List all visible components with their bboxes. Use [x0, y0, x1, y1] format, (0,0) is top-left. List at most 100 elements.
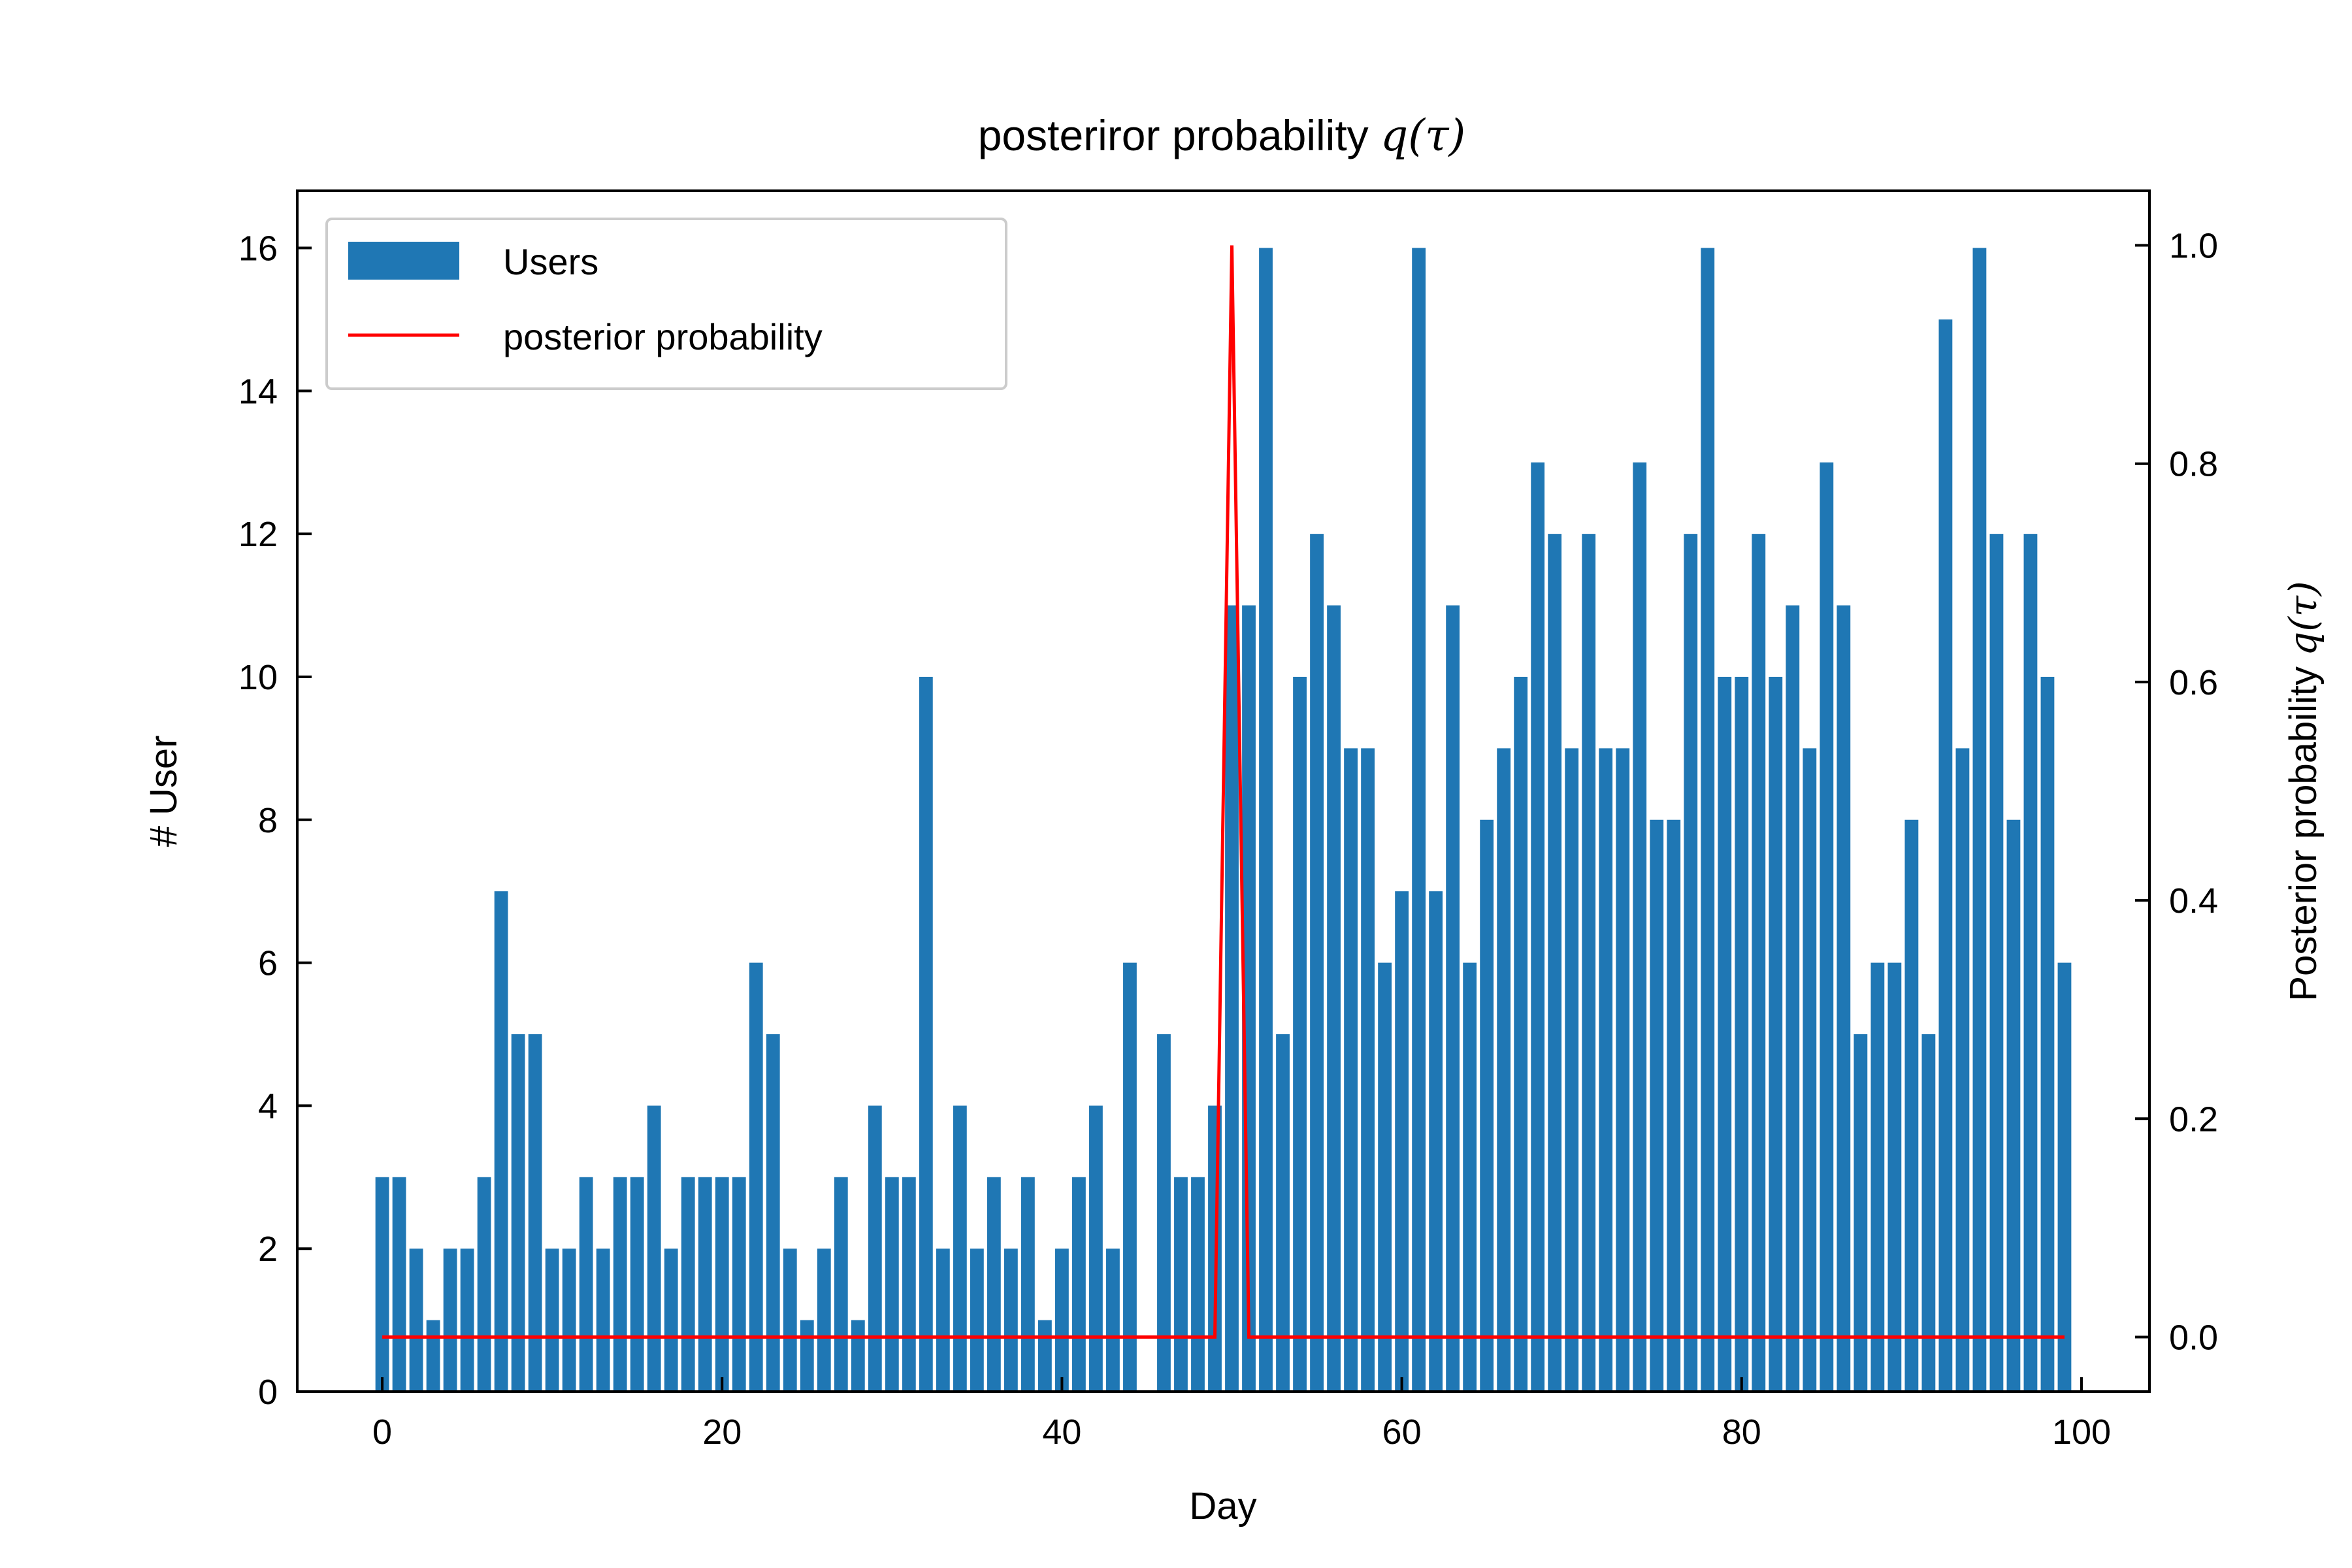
- bar-day-23: [766, 1034, 780, 1392]
- bar-day-94: [1972, 248, 1987, 1392]
- bar-day-75: [1650, 819, 1664, 1392]
- bar-day-3: [426, 1320, 440, 1392]
- bar-day-62: [1429, 891, 1443, 1392]
- bar-day-15: [630, 1177, 644, 1392]
- bar-day-83: [1786, 605, 1800, 1392]
- legend: Users posterior probability: [325, 218, 1007, 390]
- bar-day-35: [970, 1249, 984, 1392]
- bar-day-65: [1480, 819, 1494, 1392]
- bar-day-1: [392, 1177, 406, 1392]
- bar-day-70: [1565, 748, 1579, 1392]
- bar-day-22: [749, 962, 763, 1392]
- bar-day-71: [1582, 534, 1596, 1392]
- bar-day-9: [528, 1034, 542, 1392]
- bar-day-12: [579, 1177, 593, 1392]
- bar-day-37: [1004, 1249, 1018, 1392]
- bar-day-14: [613, 1177, 627, 1392]
- bars-layer: [375, 248, 2072, 1392]
- bar-day-74: [1633, 462, 1647, 1392]
- y-axis-right-label: Posterior probability q(τ): [2281, 581, 2325, 1001]
- bar-day-61: [1412, 248, 1426, 1392]
- bar-day-85: [1820, 462, 1834, 1392]
- bar-day-28: [851, 1320, 865, 1392]
- bar-day-78: [1701, 248, 1715, 1392]
- y-right-tick-label: 0.4: [2169, 881, 2218, 921]
- x-axis: 0 20 40 60 80 100: [372, 1377, 2111, 1452]
- bar-day-79: [1718, 676, 1732, 1392]
- legend-users-label: Users: [503, 241, 598, 282]
- y-tick-label: 4: [258, 1086, 278, 1126]
- plot-frame: [296, 189, 2151, 1393]
- bar-day-92: [1938, 319, 1953, 1392]
- bar-day-40: [1055, 1249, 1069, 1392]
- bar-day-96: [2006, 819, 2021, 1392]
- bar-day-7: [494, 891, 508, 1392]
- bar-day-39: [1038, 1320, 1052, 1392]
- bar-day-48: [1191, 1177, 1205, 1392]
- bar-day-99: [2057, 962, 2072, 1392]
- chart-title: posteriror probability q(τ): [978, 110, 1466, 161]
- bar-day-42: [1089, 1105, 1103, 1392]
- bar-day-0: [375, 1177, 389, 1392]
- x-tick-label: 20: [702, 1413, 742, 1452]
- y-right-tick-label: 0.2: [2169, 1100, 2218, 1139]
- bar-day-98: [2040, 676, 2055, 1392]
- bar-day-66: [1497, 748, 1511, 1392]
- bar-day-63: [1446, 605, 1460, 1392]
- bar-day-91: [1921, 1034, 1936, 1392]
- legend-posterior-label: posterior probability: [503, 316, 823, 357]
- bar-day-25: [800, 1320, 814, 1392]
- bar-day-34: [953, 1105, 967, 1392]
- y-axis-label: # User: [142, 736, 185, 847]
- bar-day-5: [460, 1249, 474, 1392]
- bar-day-13: [596, 1249, 610, 1392]
- bar-day-56: [1327, 605, 1341, 1392]
- y-tick-label: 6: [258, 944, 278, 983]
- bar-day-41: [1072, 1177, 1086, 1392]
- x-axis-label: Day: [1189, 1485, 1256, 1527]
- bar-day-47: [1174, 1177, 1188, 1392]
- bar-day-2: [409, 1249, 423, 1392]
- bar-day-97: [2023, 534, 2038, 1392]
- y-tick-label: 0: [258, 1373, 278, 1412]
- bar-day-69: [1548, 534, 1562, 1392]
- y-tick-label: 10: [238, 658, 278, 697]
- bar-day-38: [1021, 1177, 1035, 1392]
- bar-day-20: [715, 1177, 729, 1392]
- y-tick-label: 16: [238, 229, 278, 269]
- bar-day-46: [1157, 1034, 1171, 1392]
- bar-day-55: [1310, 534, 1324, 1392]
- y-right-tick-label: 0.0: [2169, 1318, 2218, 1357]
- bar-day-87: [1854, 1034, 1868, 1392]
- y-right-tick-label: 0.6: [2169, 663, 2218, 702]
- y-tick-label: 8: [258, 801, 278, 840]
- x-tick-label: 0: [372, 1413, 392, 1452]
- bar-day-8: [511, 1034, 525, 1392]
- bar-day-11: [562, 1249, 576, 1392]
- bar-day-29: [868, 1105, 882, 1392]
- y-tick-label: 2: [258, 1230, 278, 1269]
- y-tick-label: 12: [238, 515, 278, 554]
- bar-day-59: [1378, 962, 1392, 1392]
- x-tick-label: 60: [1382, 1413, 1422, 1452]
- bar-day-82: [1769, 676, 1783, 1392]
- bar-day-93: [1955, 748, 1970, 1392]
- bar-day-24: [783, 1249, 797, 1392]
- bar-day-4: [443, 1249, 457, 1392]
- bar-day-58: [1361, 748, 1375, 1392]
- legend-frame: [325, 218, 1007, 390]
- y-axis-right: 0.0 0.2 0.4 0.6 0.8 1.0: [2135, 227, 2218, 1357]
- bar-day-77: [1684, 534, 1698, 1392]
- x-tick-label: 40: [1042, 1413, 1081, 1452]
- bar-day-10: [545, 1249, 559, 1392]
- bar-day-84: [1803, 748, 1817, 1392]
- bar-day-54: [1293, 676, 1307, 1392]
- bar-day-27: [834, 1177, 848, 1392]
- bar-day-88: [1870, 962, 1885, 1392]
- bar-day-67: [1514, 676, 1528, 1392]
- y-right-tick-label: 0.8: [2169, 445, 2218, 484]
- y-axis-left: 0 2 4 6 8 10 12 14 16: [238, 229, 312, 1412]
- bar-day-68: [1531, 462, 1545, 1392]
- x-tick-label: 100: [2052, 1413, 2111, 1452]
